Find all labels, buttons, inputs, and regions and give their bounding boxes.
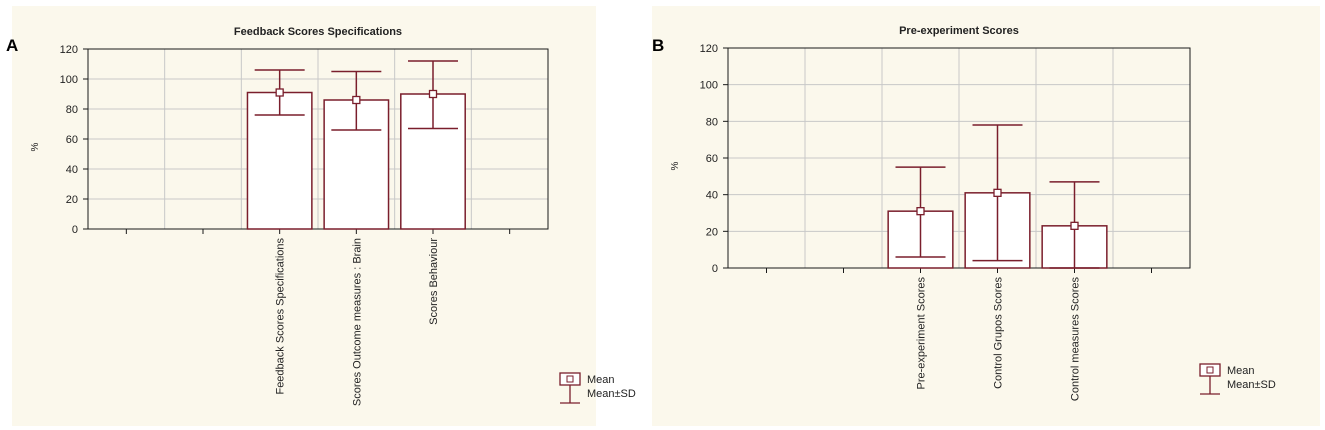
- category-label: Control measures Scores: [1070, 277, 1082, 402]
- chart-title: Feedback Scores Specifications: [234, 26, 402, 38]
- legend-sd-label: Mean±SD: [587, 388, 636, 400]
- mean-point: [275, 88, 284, 97]
- legend-sd-label: Mean±SD: [1227, 379, 1276, 391]
- y-tick-label: 0: [712, 263, 718, 275]
- y-tick-label: 20: [66, 194, 78, 206]
- mean-point: [352, 95, 361, 105]
- y-tick-label: 60: [706, 153, 718, 165]
- legend-mean-label: Mean: [1227, 365, 1255, 377]
- category-label: Pre-experiment Scores: [916, 277, 928, 390]
- y-tick-label: 0: [72, 224, 78, 236]
- y-tick-label: 120: [700, 43, 718, 55]
- mean-point: [916, 207, 925, 216]
- y-tick-label: 60: [66, 134, 78, 146]
- y-tick-label: 100: [700, 80, 718, 92]
- mean-point: [993, 188, 1002, 197]
- y-tick-label: 40: [706, 190, 718, 202]
- mean-point: [1070, 221, 1079, 230]
- y-axis-label: %: [670, 161, 681, 170]
- chart-panel-b: 0 20 40 60 80 100 120% Pre-experiment Scores Pre…: [670, 25, 1276, 401]
- category-label: Control Grupos Scores: [993, 277, 1005, 389]
- panel-b-letter: B: [652, 36, 665, 55]
- y-tick-label: 100: [60, 74, 78, 86]
- chart-title: Pre-experiment Scores: [899, 25, 1019, 37]
- legend-mean-point: [566, 375, 574, 383]
- y-tick-label: 120: [60, 44, 78, 56]
- y-axis-label: %: [30, 142, 41, 151]
- category-label: Feedback Scores Specifications: [275, 238, 287, 395]
- legend-mean-point: [1206, 366, 1214, 374]
- y-tick-label: 80: [706, 116, 718, 128]
- y-tick-label: 20: [706, 226, 718, 238]
- category-label: Scores Outcome measures : Brain: [351, 238, 363, 406]
- y-tick-label: 40: [66, 164, 78, 176]
- y-tick-label: 80: [66, 104, 78, 116]
- panel-a-letter: A: [6, 36, 19, 55]
- mean-point: [428, 89, 438, 99]
- category-label: Scores Behaviour: [428, 238, 440, 325]
- legend-mean-label: Mean: [587, 374, 615, 386]
- chart-panel-a: 0 20 40 60 80 100 120% Feedback Scores Specific…: [30, 26, 636, 406]
